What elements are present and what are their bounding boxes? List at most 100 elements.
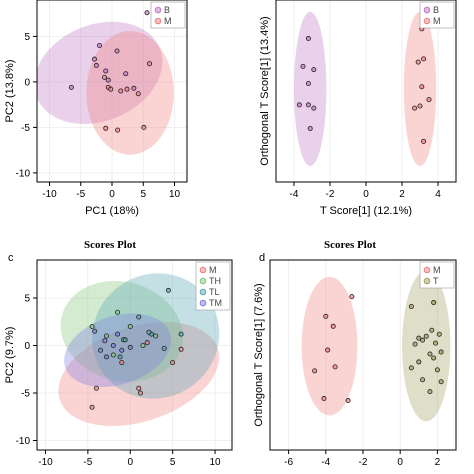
data-point-t bbox=[433, 340, 439, 346]
data-point-m bbox=[332, 364, 338, 370]
data-point-m bbox=[115, 127, 121, 133]
data-point-tl bbox=[117, 354, 123, 360]
confidence-ellipse-b bbox=[37, 21, 163, 124]
data-point-tl bbox=[161, 345, 167, 351]
y-tick-label: 5 bbox=[24, 294, 30, 305]
y-tick-label: -10 bbox=[16, 168, 31, 179]
y-tick-label: -5 bbox=[21, 123, 30, 134]
data-point-b bbox=[305, 36, 311, 42]
data-point-b bbox=[93, 63, 99, 69]
legend-marker-m bbox=[154, 17, 162, 25]
x-axis-label: PC1 (18%) bbox=[85, 205, 139, 217]
legend-label: TH bbox=[209, 276, 221, 286]
data-point-m bbox=[421, 56, 427, 62]
data-point-b bbox=[300, 63, 306, 69]
legend-label: M bbox=[433, 265, 441, 275]
x-tick-label: -4 bbox=[321, 457, 330, 468]
y-axis-label: PC2 (9.7%) bbox=[4, 327, 16, 384]
data-point-t bbox=[408, 304, 414, 310]
data-point-t bbox=[416, 359, 422, 365]
data-point-tm bbox=[102, 338, 108, 344]
data-point-m bbox=[412, 105, 418, 111]
x-tick-label: 0 bbox=[397, 457, 403, 468]
y-tick-label: 5 bbox=[24, 32, 30, 43]
confidence-ellipse-m bbox=[403, 11, 437, 166]
legend-label: M bbox=[164, 16, 172, 26]
data-point-t bbox=[420, 337, 426, 343]
y-axis-label: PC2 (13.8%) bbox=[4, 60, 16, 123]
data-point-tl bbox=[146, 329, 152, 335]
data-point-tl bbox=[122, 337, 128, 343]
data-point-b bbox=[305, 102, 311, 108]
data-point-m bbox=[108, 86, 114, 92]
x-tick-label: -5 bbox=[83, 457, 92, 468]
data-point-m bbox=[118, 88, 124, 94]
x-tick-label: -2 bbox=[359, 457, 368, 468]
data-point-m bbox=[146, 61, 152, 67]
data-point-m bbox=[312, 368, 318, 374]
data-point-m bbox=[345, 398, 351, 404]
data-point-tm bbox=[110, 342, 116, 348]
data-point-b bbox=[311, 105, 317, 111]
data-point-m bbox=[419, 84, 425, 90]
data-point-t bbox=[436, 331, 442, 337]
data-point-th bbox=[153, 333, 159, 339]
data-point-m bbox=[421, 138, 427, 144]
x-tick-label: -10 bbox=[38, 457, 53, 468]
data-point-m bbox=[426, 97, 432, 103]
x-tick-label: 10 bbox=[169, 189, 181, 200]
data-point-m bbox=[415, 59, 421, 65]
x-tick-label: 0 bbox=[363, 189, 369, 200]
legend-marker-m bbox=[423, 17, 431, 25]
panel-letter: c bbox=[8, 252, 14, 264]
data-point-m bbox=[330, 323, 336, 329]
data-point-b bbox=[311, 67, 317, 73]
legend: MT bbox=[419, 261, 455, 289]
data-point-b bbox=[68, 84, 74, 90]
data-point-t bbox=[420, 377, 426, 383]
data-point-tm bbox=[98, 347, 104, 353]
data-point-b bbox=[305, 81, 311, 87]
x-tick-label: 0 bbox=[109, 189, 115, 200]
x-tick-label: 5 bbox=[140, 189, 146, 200]
x-tick-label: -10 bbox=[42, 189, 57, 200]
confidence-ellipse-b bbox=[294, 11, 327, 166]
legend-marker-th bbox=[199, 277, 207, 285]
panel-d: -6 -4 -2 0 2 Orthogonal T Score[1] (7.6%) Scor… bbox=[253, 239, 457, 468]
legend-label: TL bbox=[209, 287, 220, 297]
data-point-th bbox=[127, 323, 133, 329]
data-point-tm bbox=[92, 328, 98, 334]
y-tick-label: 0 bbox=[24, 77, 30, 88]
data-point-m bbox=[144, 340, 150, 346]
data-point-b bbox=[144, 10, 150, 16]
data-point-m bbox=[103, 125, 109, 131]
data-point-t bbox=[431, 300, 437, 306]
legend-label: TM bbox=[209, 298, 222, 308]
x-axis-label: T Score[1] (12.1%) bbox=[320, 205, 412, 217]
data-point-t bbox=[423, 333, 429, 339]
data-point-t bbox=[429, 327, 435, 333]
x-tick-label: -5 bbox=[76, 189, 85, 200]
x-tick-label: -4 bbox=[290, 189, 299, 200]
y-tick-label: -5 bbox=[21, 389, 30, 400]
data-point-m bbox=[137, 390, 143, 396]
data-point-b bbox=[131, 85, 137, 91]
legend-marker-t bbox=[423, 277, 431, 285]
x-tick-label: 5 bbox=[170, 457, 176, 468]
data-point-b bbox=[307, 125, 313, 131]
y-tick-label: 0 bbox=[24, 341, 30, 352]
data-point-b bbox=[103, 68, 109, 74]
data-point-m bbox=[124, 86, 130, 92]
data-point-m bbox=[323, 313, 329, 319]
data-point-m bbox=[170, 360, 176, 366]
data-point-m bbox=[178, 346, 184, 352]
confidence-ellipse-tm bbox=[64, 313, 172, 387]
data-point-tm bbox=[115, 331, 121, 337]
legend-label: B bbox=[164, 5, 170, 15]
x-tick-label: 4 bbox=[435, 189, 441, 200]
legend-label: T bbox=[433, 276, 439, 286]
data-point-m bbox=[89, 404, 95, 410]
legend-label: B bbox=[433, 5, 439, 15]
data-point-m bbox=[136, 385, 142, 391]
panel-letter: d bbox=[259, 252, 265, 264]
